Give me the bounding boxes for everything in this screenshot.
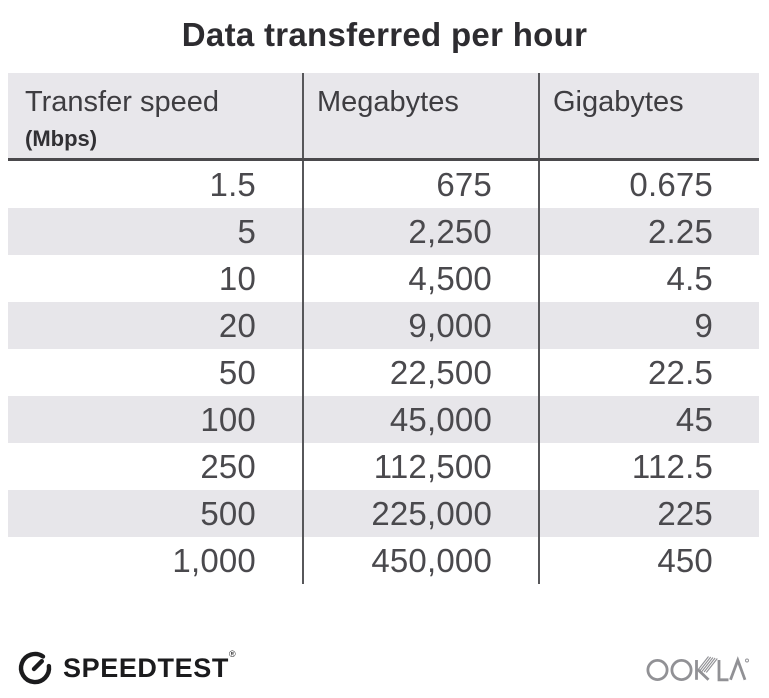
cell-gigabytes: 112.5: [538, 443, 759, 490]
cell-gigabytes: 2.25: [538, 208, 759, 255]
table-row: 250 112,500 112.5: [8, 443, 759, 490]
table-row: 10 4,500 4.5: [8, 255, 759, 302]
ookla-wordmark-icon: [646, 656, 749, 682]
column-header-transfer-speed: Transfer speed (Mbps): [8, 73, 302, 158]
table-row: 1,000 450,000 450: [8, 537, 759, 584]
footer: SPEEDTEST®: [16, 646, 753, 690]
data-table: Transfer speed (Mbps) Megabytes Gigabyte…: [8, 73, 759, 584]
column-header-label: Gigabytes: [553, 86, 684, 118]
table-row: 100 45,000 45: [8, 396, 759, 443]
speedtest-logo: SPEEDTEST®: [16, 649, 236, 687]
cell-megabytes: 2,250: [302, 208, 538, 255]
ookla-logo: [641, 651, 753, 685]
column-header-unit: (Mbps): [25, 126, 98, 151]
cell-transfer-speed: 1,000: [172, 542, 256, 579]
cell-megabytes: 450,000: [302, 537, 538, 584]
registered-trademark-icon: ®: [228, 648, 236, 659]
table-row: 50 22,500 22.5: [8, 349, 759, 396]
table-header-row: Transfer speed (Mbps) Megabytes Gigabyte…: [8, 73, 759, 161]
cell-gigabytes: 225: [538, 490, 759, 537]
table-row: 5 2,250 2.25: [8, 208, 759, 255]
cell-gigabytes: 9: [538, 302, 759, 349]
cell-gigabytes: 0.675: [538, 161, 759, 208]
table-row: 1.5 675 0.675: [8, 161, 759, 208]
table-row: 20 9,000 9: [8, 302, 759, 349]
cell-transfer-speed: 250: [200, 448, 256, 485]
speedtest-gauge-icon: [18, 651, 52, 685]
cell-megabytes: 45,000: [302, 396, 538, 443]
column-header-gigabytes: Gigabytes: [538, 73, 759, 158]
cell-transfer-speed: 100: [200, 401, 256, 438]
cell-transfer-speed: 5: [237, 213, 256, 250]
cell-megabytes: 225,000: [302, 490, 538, 537]
cell-gigabytes: 4.5: [538, 255, 759, 302]
cell-megabytes: 112,500: [302, 443, 538, 490]
cell-megabytes: 9,000: [302, 302, 538, 349]
cell-megabytes: 675: [302, 161, 538, 208]
cell-megabytes: 22,500: [302, 349, 538, 396]
cell-transfer-speed: 500: [200, 495, 256, 532]
speedtest-wordmark: SPEEDTEST: [63, 652, 229, 683]
cell-megabytes: 4,500: [302, 255, 538, 302]
column-header-megabytes: Megabytes: [302, 73, 538, 158]
cell-gigabytes: 450: [538, 537, 759, 584]
cell-transfer-speed: 10: [218, 260, 256, 297]
cell-gigabytes: 45: [538, 396, 759, 443]
table-body: 1.5 675 0.675 5 2,250 2.25 10 4,500 4.5 …: [8, 161, 759, 584]
column-header-label: Megabytes: [317, 86, 459, 118]
cell-transfer-speed: 20: [218, 307, 256, 344]
cell-gigabytes: 22.5: [538, 349, 759, 396]
page-title: Data transferred per hour: [181, 16, 588, 53]
column-header-label: Transfer speed: [25, 86, 219, 118]
cell-transfer-speed: 50: [218, 354, 256, 391]
cell-transfer-speed: 1.5: [209, 166, 256, 203]
table-row: 500 225,000 225: [8, 490, 759, 537]
